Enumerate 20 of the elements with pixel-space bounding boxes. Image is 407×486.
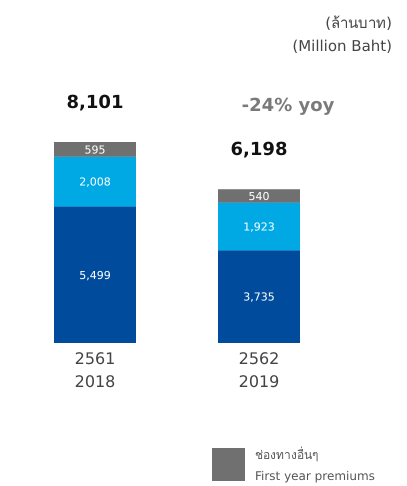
total-label: 6,198: [230, 139, 288, 160]
bar: 2,008: [54, 156, 136, 207]
bar: 595: [54, 142, 136, 157]
bar: 1,923: [218, 202, 300, 250]
data-label: 1,923: [243, 220, 275, 234]
data-label: 2,008: [79, 176, 111, 189]
bar: 5,499: [54, 206, 136, 343]
legend: ช่องทางอื่นๆ First year premiums: [212, 448, 375, 483]
bar: 3,735: [218, 250, 300, 343]
data-label: 595: [84, 143, 106, 156]
data-label: 540: [248, 190, 270, 203]
x-tick-label: 2561 2018: [74, 349, 116, 391]
x-tick-label: 2562 2019: [238, 349, 280, 391]
bar: 540: [218, 189, 300, 203]
text: (ล้านบาท): [325, 14, 392, 32]
text: -24% yoy: [242, 95, 335, 116]
text: (Million Baht): [292, 37, 392, 55]
data-label: 5,499: [79, 268, 111, 282]
total-label: 8,101: [66, 92, 124, 113]
data-label: 3,735: [243, 290, 275, 304]
